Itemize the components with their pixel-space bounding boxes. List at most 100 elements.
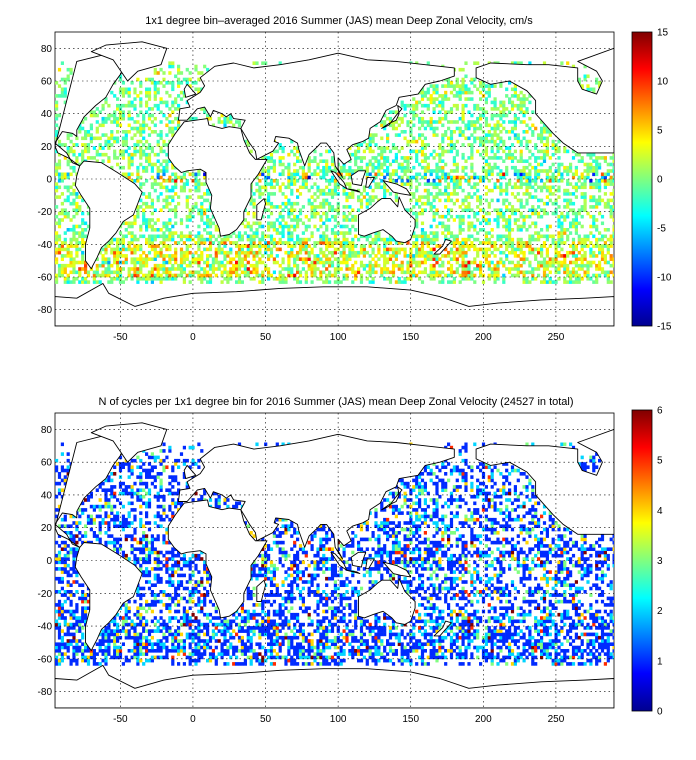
bin-cell xyxy=(182,257,186,261)
bin-cell xyxy=(60,90,64,95)
bin-cell xyxy=(470,123,474,128)
bin-cell xyxy=(403,172,407,177)
bin-cell xyxy=(281,280,285,284)
bin-cell xyxy=(319,237,323,242)
bin-cell xyxy=(60,570,64,574)
bin-cell xyxy=(479,260,483,265)
bin-cell xyxy=(598,179,602,183)
bin-cell xyxy=(342,218,346,222)
bin-cell xyxy=(171,84,175,88)
bin-cell xyxy=(66,74,70,79)
bin-cell xyxy=(502,100,506,105)
bin-cell xyxy=(136,267,140,271)
bin-cell xyxy=(534,195,538,199)
bin-cell xyxy=(69,567,73,571)
bin-cell xyxy=(467,267,471,271)
bin-cell xyxy=(168,234,172,239)
bin-cell xyxy=(174,273,178,278)
bin-cell xyxy=(516,94,520,98)
bin-cell xyxy=(487,205,491,209)
bin-cell xyxy=(145,254,149,258)
bin-cell xyxy=(528,260,532,265)
bin-cell xyxy=(600,247,605,252)
bin-cell xyxy=(351,250,355,255)
bin-cell xyxy=(383,146,387,150)
bin-cell xyxy=(147,221,152,226)
bin-cell xyxy=(322,260,326,265)
bin-cell xyxy=(69,524,73,529)
bin-cell xyxy=(481,156,486,160)
bin-cell xyxy=(75,270,79,275)
bin-cell xyxy=(452,257,456,261)
bin-cell xyxy=(78,195,82,199)
bin-cell xyxy=(72,557,76,561)
bin-cell xyxy=(75,616,79,620)
bin-cell xyxy=(287,172,291,177)
bin-cell xyxy=(116,241,120,245)
bin-cell xyxy=(101,632,105,637)
bin-cell xyxy=(551,162,555,167)
bin-cell xyxy=(473,267,477,271)
bin-cell xyxy=(121,254,125,258)
bin-cell xyxy=(98,531,102,535)
bin-cell xyxy=(476,120,480,124)
bin-cell xyxy=(113,619,117,624)
bin-cell xyxy=(107,260,111,265)
bin-cell xyxy=(182,267,186,271)
bin-cell xyxy=(116,273,120,278)
bin-cell xyxy=(510,156,515,160)
bin-cell xyxy=(357,237,361,242)
bin-cell xyxy=(571,237,576,242)
bin-cell xyxy=(116,263,120,268)
bin-cell xyxy=(110,133,114,137)
bin-cell xyxy=(81,534,85,538)
bin-cell xyxy=(57,175,62,180)
bin-cell xyxy=(86,498,91,502)
bin-cell xyxy=(191,172,195,177)
bin-cell xyxy=(66,639,70,643)
bin-cell xyxy=(246,237,250,242)
bin-cell xyxy=(278,162,282,167)
bin-cell xyxy=(136,172,140,177)
bin-cell xyxy=(55,514,59,519)
bin-cell xyxy=(110,250,114,255)
bin-cell xyxy=(72,263,76,268)
bin-cell xyxy=(142,130,146,134)
bin-cell xyxy=(116,116,120,121)
bin-cell xyxy=(397,277,401,281)
bin-cell xyxy=(566,149,570,154)
bin-cell xyxy=(69,612,73,617)
bin-cell xyxy=(444,198,448,203)
bin-cell xyxy=(296,179,300,183)
bin-cell xyxy=(435,182,439,186)
bin-cell xyxy=(429,116,433,121)
bin-cell xyxy=(208,263,213,268)
bin-cell xyxy=(435,192,439,196)
bin-cell xyxy=(107,146,111,150)
bin-cell xyxy=(220,113,224,118)
bin-cell xyxy=(403,113,407,118)
bin-cell xyxy=(203,273,207,278)
bin-cell xyxy=(595,169,599,173)
bin-cell xyxy=(116,139,120,144)
bin-cell xyxy=(598,195,602,199)
bin-cell xyxy=(452,169,456,173)
bin-cell xyxy=(435,103,439,108)
bin-cell xyxy=(275,260,279,265)
bin-cell xyxy=(447,254,451,258)
bin-cell xyxy=(519,61,523,65)
bin-cell xyxy=(301,244,305,248)
bin-cell xyxy=(121,152,125,157)
bin-cell xyxy=(394,126,398,131)
bin-cell xyxy=(522,192,526,196)
bin-cell xyxy=(432,185,436,190)
bin-cell xyxy=(113,94,117,98)
bin-cell xyxy=(296,159,300,163)
bin-cell xyxy=(545,260,549,265)
bin-cell xyxy=(325,214,329,219)
bin-cell xyxy=(89,527,93,532)
bin-cell xyxy=(197,77,201,82)
bin-cell xyxy=(168,61,172,65)
bin-cell xyxy=(592,254,596,258)
bin-cell xyxy=(57,658,62,663)
